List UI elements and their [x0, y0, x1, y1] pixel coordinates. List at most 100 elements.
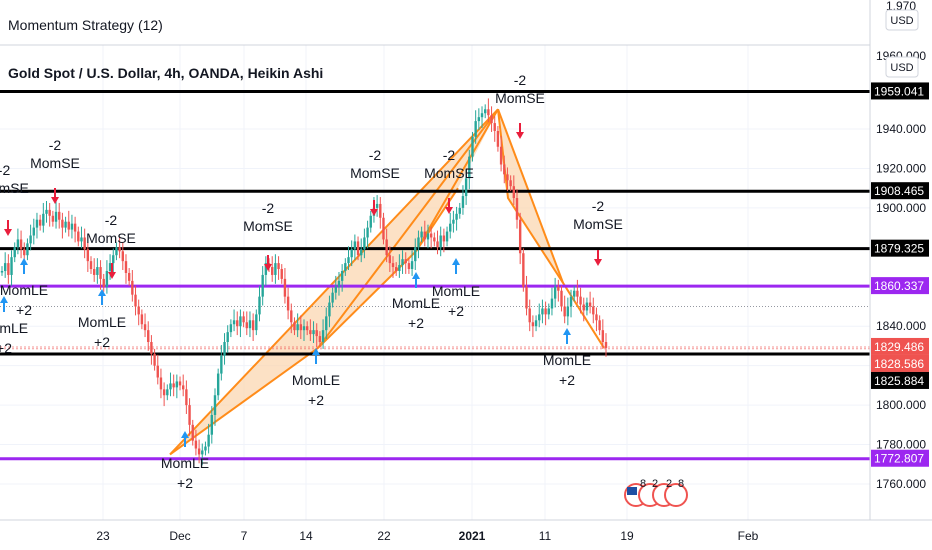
price-tick-label: 1800.000: [876, 398, 926, 412]
candle-body: [471, 136, 474, 157]
long-arrow-head-icon: [452, 258, 460, 265]
candle-body: [131, 280, 134, 295]
price-label-box: [871, 354, 929, 372]
long-arrow-head-icon: [0, 296, 8, 303]
candle-body: [461, 196, 465, 208]
candle-body: [449, 223, 452, 232]
candle-body: [331, 292, 334, 303]
candle-body: [302, 326, 306, 331]
candle-body: [484, 109, 487, 114]
indicator-title: Momentum Strategy (12): [8, 17, 163, 33]
long-arrow-head-icon: [98, 289, 106, 296]
candle-body: [178, 381, 182, 386]
candle-body: [309, 330, 312, 335]
currency-badge-top[interactable]: USD: [885, 9, 919, 31]
candle-body: [96, 267, 99, 275]
candle-body: [216, 373, 220, 396]
currency-badge-main[interactable]: USD: [885, 56, 919, 78]
candle-body: [242, 316, 245, 323]
candle-body: [191, 424, 194, 441]
candle-body: [394, 267, 398, 271]
candle-body: [226, 332, 229, 342]
candle-body: [445, 231, 449, 242]
candle-body: [283, 278, 287, 297]
short-arrow-head-icon: [4, 229, 12, 236]
candle-body: [414, 247, 417, 262]
candle-body: [550, 298, 554, 309]
candle-body: [124, 261, 128, 273]
signal-type-label: MomLE: [161, 455, 209, 471]
price-label-box: [871, 182, 929, 200]
candle-body: [522, 253, 525, 287]
candle-body: [188, 405, 191, 425]
signal-value-label: -2: [592, 198, 605, 214]
candle-body: [480, 113, 484, 118]
candle-body: [213, 395, 217, 415]
candle-body: [73, 223, 77, 232]
time-tick-label: 23: [96, 529, 110, 543]
long-arrow-head-icon: [20, 258, 28, 265]
time-axis[interactable]: [0, 520, 870, 550]
candle-body: [490, 115, 493, 124]
candle-body: [280, 269, 283, 279]
signal-markers: -2 MomSE -2 MomSE -2 MomSE -2 MomSE -2 MomSE -2 Mom…: [0, 72, 623, 491]
signal-value-label: -2: [0, 162, 10, 178]
candle-body: [363, 237, 366, 250]
candle-body: [442, 235, 446, 242]
candle-body: [26, 243, 29, 256]
candle-body: [595, 314, 598, 321]
candle-body: [379, 203, 382, 218]
candle-body: [232, 320, 236, 325]
candle-body: [134, 294, 137, 307]
us-flag-events-icon[interactable]: 8 2 2 8: [624, 478, 688, 507]
time-tick-label: Dec: [169, 529, 190, 543]
candle-body: [506, 174, 509, 181]
candle-body: [312, 330, 315, 335]
signal-value-label: +2: [0, 340, 12, 356]
candle-body: [23, 249, 26, 256]
short-arrow-head-icon: [51, 197, 59, 204]
candle-body: [566, 306, 570, 317]
candle-body: [468, 156, 471, 179]
svg-text:2: 2: [666, 478, 672, 490]
long-arrow-head-icon: [312, 348, 320, 355]
candle-body: [321, 330, 325, 342]
time-tick-label: 2021: [459, 529, 486, 543]
candle-body: [143, 324, 147, 331]
candle-body: [493, 123, 496, 131]
candle-body: [344, 263, 347, 271]
candle-body: [557, 286, 560, 291]
candle-body: [264, 263, 268, 275]
candle-body: [271, 267, 274, 275]
candle-body: [86, 249, 90, 262]
candle-body: [474, 121, 477, 137]
price-tick-label: 1760.000: [876, 477, 926, 491]
candle-body: [518, 219, 522, 254]
svg-text:USD: USD: [890, 15, 913, 27]
candle-body: [80, 237, 83, 242]
candle-body: [328, 302, 331, 317]
candle-body: [105, 271, 109, 287]
candle-body: [10, 257, 13, 275]
candle-body: [382, 217, 385, 240]
candle-body: [407, 263, 411, 270]
candle-body: [172, 383, 175, 388]
price-label: 1829.486: [874, 340, 924, 354]
candle-body: [229, 324, 233, 333]
candle-body: [7, 263, 10, 275]
candle-body: [604, 342, 608, 348]
candle-body: [356, 241, 360, 256]
candle-body: [92, 269, 96, 275]
candle-body: [274, 263, 277, 275]
candle-body: [166, 389, 169, 396]
candle-body: [293, 322, 296, 331]
signal-value-label: +2: [408, 315, 424, 331]
signal-type-label: MomSE: [243, 218, 293, 234]
signal-value-label: +2: [308, 392, 324, 408]
signal-value-label: -2: [49, 137, 62, 153]
candle-body: [286, 296, 290, 311]
candle-body: [153, 353, 156, 366]
signal-value-label: +2: [94, 334, 110, 350]
